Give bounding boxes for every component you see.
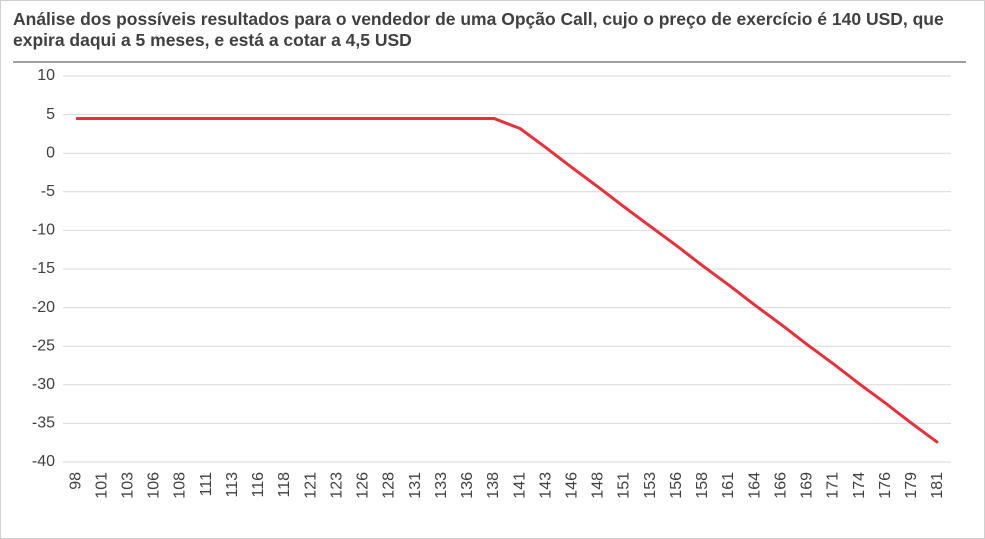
x-tick-label: 146 [564,472,581,499]
x-tick-label: 128 [381,472,398,499]
x-tick-label: 123 [328,472,345,499]
x-tick-label: 151 [616,472,633,499]
x-tick-label: 116 [250,472,267,498]
y-tick-label: -25 [32,337,55,354]
y-tick-label: -35 [32,415,55,432]
y-tick-label: 5 [46,106,55,123]
x-tick-label: 141 [511,472,528,499]
x-tick-label: 111 [198,472,215,496]
x-tick-label: 169 [799,472,816,499]
x-tick-label: 158 [694,472,711,499]
x-tick-label: 156 [668,472,685,499]
x-tick-label: 126 [355,472,372,499]
x-tick-label: 108 [172,472,189,499]
x-tick-label: 138 [485,472,502,499]
y-tick-label: -30 [32,376,55,393]
y-tick-label: 0 [46,144,55,161]
x-tick-label: 166 [772,472,789,499]
y-tick-label: 10 [37,67,55,84]
x-tick-label: 131 [407,472,424,499]
x-tick-label: 113 [224,472,241,498]
x-tick-label: 148 [590,472,607,499]
y-tick-label: -20 [32,299,55,316]
x-tick-label: 176 [877,472,894,499]
x-tick-label: 106 [146,472,163,499]
x-tick-label: 98 [67,472,84,490]
x-tick-label: 153 [642,472,659,499]
chart-title: Análise dos possíveis resultados para o … [13,9,944,50]
x-tick-label: 103 [120,472,137,499]
x-tick-label: 181 [929,472,946,499]
x-tick-label: 101 [93,472,110,499]
x-tick-label: 133 [433,472,450,499]
x-tick-label: 143 [537,472,554,499]
x-tick-label: 179 [903,472,920,499]
y-tick-label: -5 [41,183,55,200]
x-tick-label: 118 [276,472,293,498]
x-tick-label: 164 [746,472,763,499]
x-tick-label: 161 [720,472,737,499]
y-tick-label: -40 [32,453,55,470]
y-tick-label: -15 [32,260,55,277]
x-tick-label: 136 [459,472,476,499]
x-tick-label: 174 [851,472,868,499]
x-tick-label: 121 [302,472,319,499]
y-tick-label: -10 [32,222,55,239]
line [76,116,939,444]
x-tick-label: 171 [825,472,842,499]
